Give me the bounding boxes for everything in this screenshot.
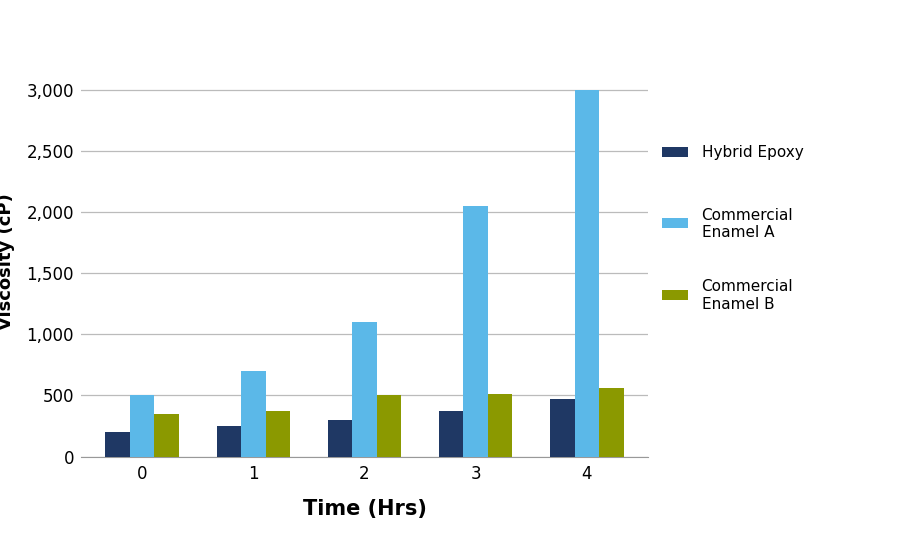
Text: Hybrid Epoxy: Hybrid Epoxy — [701, 145, 804, 160]
Bar — [217, 426, 241, 456]
X-axis label: Time (Hrs): Time (Hrs) — [302, 499, 427, 520]
Bar — [328, 420, 352, 456]
Text: Commercial
Enamel A: Commercial Enamel A — [701, 208, 793, 240]
Bar — [352, 322, 377, 456]
Bar — [155, 414, 179, 456]
Bar — [599, 388, 624, 456]
Bar — [105, 432, 130, 456]
Bar — [488, 394, 512, 456]
Bar — [266, 411, 290, 456]
Bar — [574, 90, 599, 456]
Y-axis label: Viscosity (cP): Viscosity (cP) — [0, 193, 15, 329]
Bar — [439, 411, 464, 456]
Text: Commercial
Enamel B: Commercial Enamel B — [701, 279, 793, 311]
Bar — [130, 395, 155, 456]
Bar — [550, 399, 574, 456]
Bar — [464, 206, 488, 456]
Bar — [377, 395, 401, 456]
Bar — [241, 371, 266, 456]
